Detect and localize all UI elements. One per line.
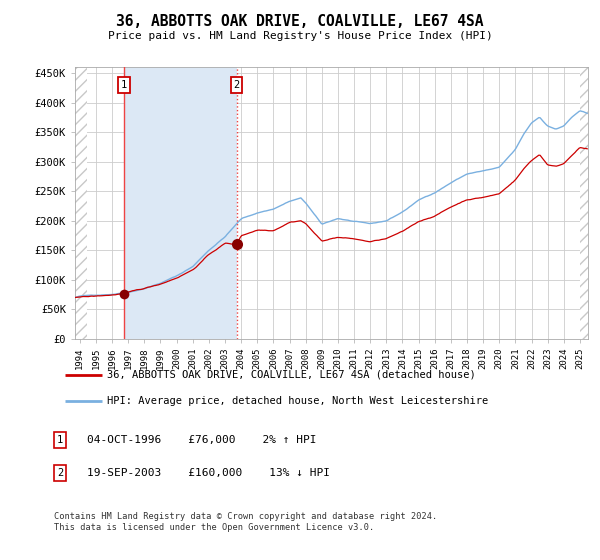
Text: 1: 1 [57, 435, 63, 445]
Text: 1: 1 [121, 80, 127, 90]
Text: HPI: Average price, detached house, North West Leicestershire: HPI: Average price, detached house, Nort… [107, 396, 488, 406]
Text: 36, ABBOTTS OAK DRIVE, COALVILLE, LE67 4SA (detached house): 36, ABBOTTS OAK DRIVE, COALVILLE, LE67 4… [107, 370, 476, 380]
Text: Contains HM Land Registry data © Crown copyright and database right 2024.
This d: Contains HM Land Registry data © Crown c… [54, 512, 437, 532]
Text: 2: 2 [57, 468, 63, 478]
Text: 2: 2 [233, 80, 240, 90]
Text: Price paid vs. HM Land Registry's House Price Index (HPI): Price paid vs. HM Land Registry's House … [107, 31, 493, 41]
Text: 36, ABBOTTS OAK DRIVE, COALVILLE, LE67 4SA: 36, ABBOTTS OAK DRIVE, COALVILLE, LE67 4… [116, 14, 484, 29]
Text: 04-OCT-1996    £76,000    2% ↑ HPI: 04-OCT-1996 £76,000 2% ↑ HPI [87, 435, 317, 445]
Text: 19-SEP-2003    £160,000    13% ↓ HPI: 19-SEP-2003 £160,000 13% ↓ HPI [87, 468, 330, 478]
